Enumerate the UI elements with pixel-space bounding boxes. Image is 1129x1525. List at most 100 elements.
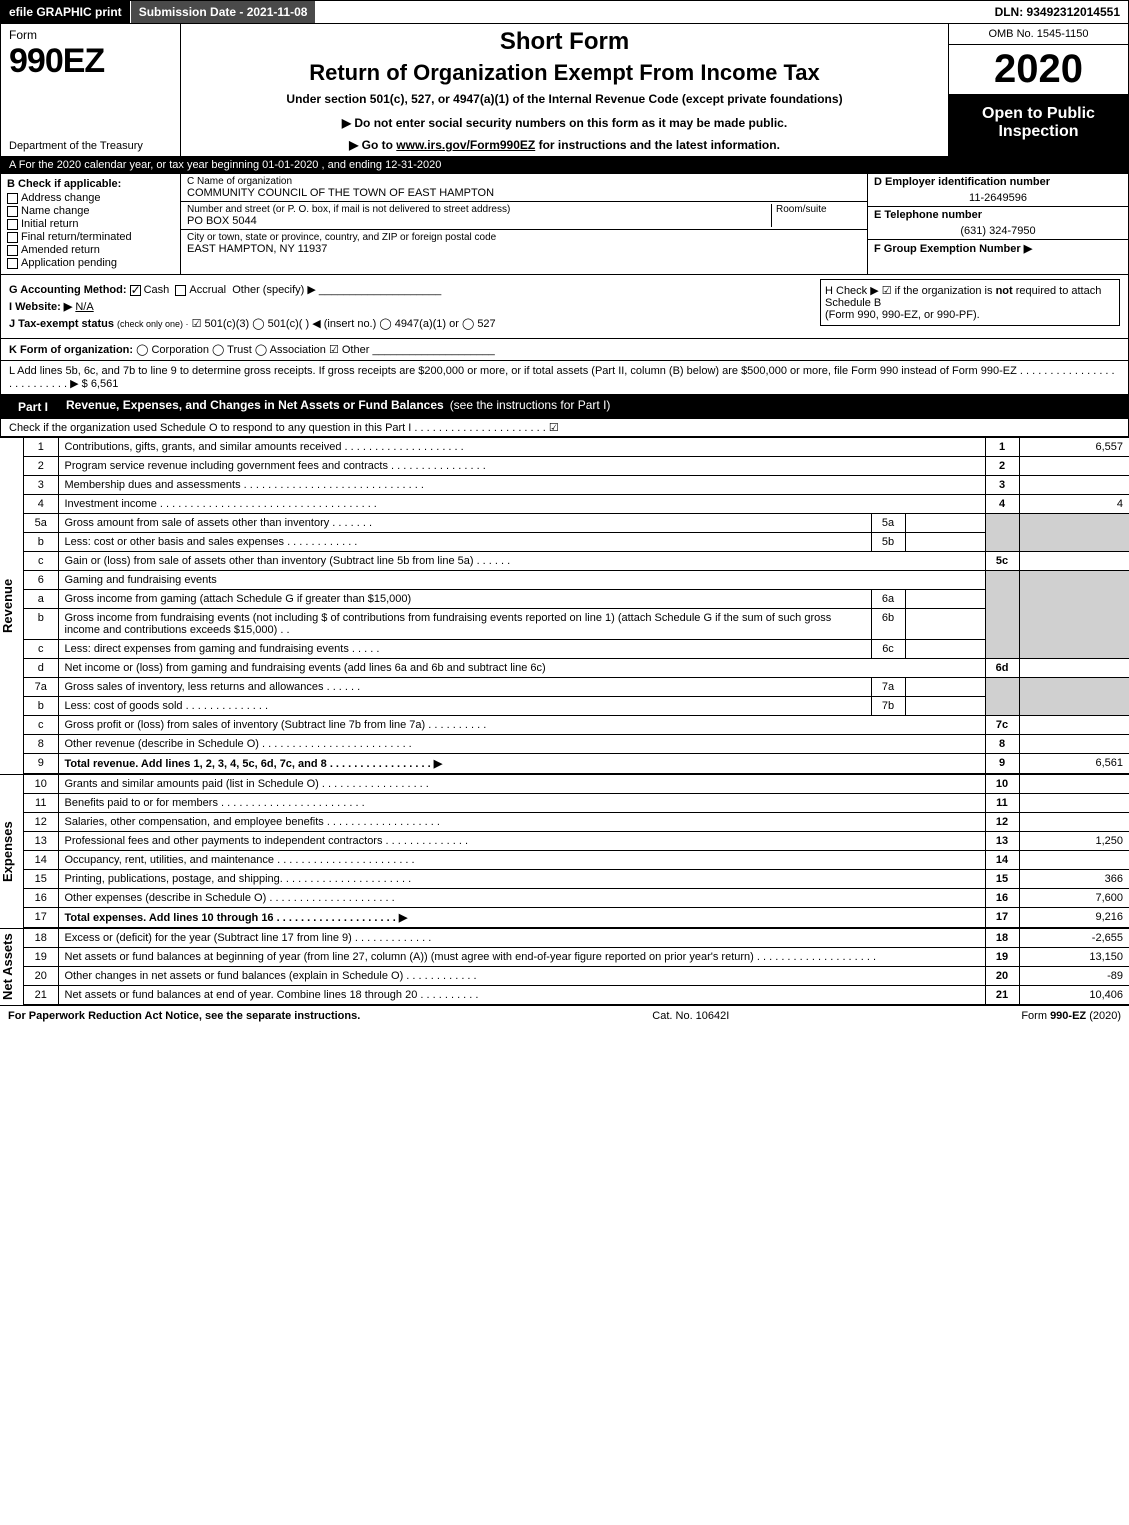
l12-amt bbox=[1019, 813, 1129, 832]
l11-amt bbox=[1019, 794, 1129, 813]
efile-print-button[interactable]: efile GRAPHIC print bbox=[1, 1, 131, 23]
org-city: EAST HAMPTON, NY 11937 bbox=[187, 243, 861, 255]
goto-pre: ▶ Go to bbox=[349, 138, 396, 152]
chk-initial-return[interactable]: Initial return bbox=[7, 218, 174, 230]
l6b-shade bbox=[985, 609, 1019, 640]
l6d-num: d bbox=[24, 659, 58, 678]
g-cash: Cash bbox=[144, 284, 170, 296]
expenses-side-label: Expenses bbox=[0, 774, 24, 928]
l13-amt: 1,250 bbox=[1019, 832, 1129, 851]
l12-ref: 12 bbox=[985, 813, 1019, 832]
l3-ref: 3 bbox=[985, 476, 1019, 495]
l8-ref: 8 bbox=[985, 735, 1019, 754]
l6b-val bbox=[905, 609, 985, 640]
section-bcdef: B Check if applicable: Address change Na… bbox=[0, 174, 1129, 275]
l21-ref: 21 bbox=[985, 986, 1019, 1005]
form-header: Form 990EZ Department of the Treasury Sh… bbox=[0, 24, 1129, 157]
form-header-right: OMB No. 1545-1150 2020 Open to Public In… bbox=[948, 24, 1128, 156]
i-label: I Website: ▶ bbox=[9, 301, 72, 313]
org-name: COMMUNITY COUNCIL OF THE TOWN OF EAST HA… bbox=[187, 187, 861, 199]
l7b-num: b bbox=[24, 697, 58, 716]
submission-date-button[interactable]: Submission Date - 2021-11-08 bbox=[131, 1, 317, 23]
k-label: K Form of organization: bbox=[9, 344, 133, 356]
open-to-public: Open to Public Inspection bbox=[949, 95, 1128, 156]
room-suite-label: Room/suite bbox=[776, 204, 861, 215]
l5c-amt bbox=[1019, 552, 1129, 571]
form-number: 990EZ bbox=[9, 42, 104, 80]
l6a-num: a bbox=[24, 590, 58, 609]
chk-final-return[interactable]: Final return/terminated bbox=[7, 231, 174, 243]
l5c-num: c bbox=[24, 552, 58, 571]
l6c-val bbox=[905, 640, 985, 659]
top-bar: efile GRAPHIC print Submission Date - 20… bbox=[0, 0, 1129, 24]
g-accrual-check[interactable] bbox=[175, 285, 186, 296]
l19-ref: 19 bbox=[985, 948, 1019, 967]
l6c-mini: 6c bbox=[871, 640, 905, 659]
l5c-ref: 5c bbox=[985, 552, 1019, 571]
h-text1: H Check ▶ ☑ if the organization is bbox=[825, 285, 996, 297]
l7c-ref: 7c bbox=[985, 716, 1019, 735]
l20-desc: Other changes in net assets or fund bala… bbox=[58, 967, 985, 986]
l11-ref: 11 bbox=[985, 794, 1019, 813]
short-form-title: Short Form bbox=[189, 28, 940, 56]
chk-address-change[interactable]: Address change bbox=[7, 192, 174, 204]
g-cash-check[interactable] bbox=[130, 285, 141, 296]
l6d-amt bbox=[1019, 659, 1129, 678]
l6a-shade bbox=[985, 590, 1019, 609]
i-value: N/A bbox=[75, 301, 93, 313]
l8-desc: Other revenue (describe in Schedule O) .… bbox=[58, 735, 985, 754]
l10-amt bbox=[1019, 775, 1129, 794]
l16-amt: 7,600 bbox=[1019, 889, 1129, 908]
subtitle-goto: ▶ Go to www.irs.gov/Form990EZ for instru… bbox=[189, 138, 940, 152]
chk-amended-return[interactable]: Amended return bbox=[7, 244, 174, 256]
l8-amt bbox=[1019, 735, 1129, 754]
l5a-amt-shade bbox=[1019, 514, 1129, 533]
l7a-mini: 7a bbox=[871, 678, 905, 697]
l10-num: 10 bbox=[24, 775, 58, 794]
l1-amt: 6,557 bbox=[1019, 438, 1129, 457]
chk-name-change[interactable]: Name change bbox=[7, 205, 174, 217]
omb-number: OMB No. 1545-1150 bbox=[949, 24, 1128, 45]
l18-ref: 18 bbox=[985, 929, 1019, 948]
l6c-amt-shade bbox=[1019, 640, 1129, 659]
l6a-mini: 6a bbox=[871, 590, 905, 609]
l5b-desc: Less: cost or other basis and sales expe… bbox=[58, 533, 871, 552]
section-b-header: B Check if applicable: bbox=[7, 178, 174, 190]
l4-ref: 4 bbox=[985, 495, 1019, 514]
footer-left: For Paperwork Reduction Act Notice, see … bbox=[8, 1010, 360, 1022]
l10-ref: 10 bbox=[985, 775, 1019, 794]
h-not: not bbox=[996, 285, 1013, 297]
l5b-amt-shade bbox=[1019, 533, 1129, 552]
irs-link[interactable]: www.irs.gov/Form990EZ bbox=[396, 138, 535, 152]
row-a-tax-year: A For the 2020 calendar year, or tax yea… bbox=[0, 157, 1129, 174]
tax-year: 2020 bbox=[949, 45, 1128, 95]
l16-desc: Other expenses (describe in Schedule O) … bbox=[58, 889, 985, 908]
l20-ref: 20 bbox=[985, 967, 1019, 986]
l3-amt bbox=[1019, 476, 1129, 495]
chk-application-pending[interactable]: Application pending bbox=[7, 257, 174, 269]
l21-num: 21 bbox=[24, 986, 58, 1005]
l18-desc: Excess or (deficit) for the year (Subtra… bbox=[58, 929, 985, 948]
l11-desc: Benefits paid to or for members . . . . … bbox=[58, 794, 985, 813]
l5a-num: 5a bbox=[24, 514, 58, 533]
l4-desc: Investment income . . . . . . . . . . . … bbox=[58, 495, 985, 514]
d-ein-value: 11-2649596 bbox=[868, 190, 1128, 207]
l21-desc: Net assets or fund balances at end of ye… bbox=[58, 986, 985, 1005]
l14-num: 14 bbox=[24, 851, 58, 870]
d-ein-label: D Employer identification number bbox=[868, 174, 1128, 190]
l6-num: 6 bbox=[24, 571, 58, 590]
l15-ref: 15 bbox=[985, 870, 1019, 889]
subtitle-ssn-warning: ▶ Do not enter social security numbers o… bbox=[189, 116, 940, 130]
l4-num: 4 bbox=[24, 495, 58, 514]
form-header-left: Form 990EZ Department of the Treasury bbox=[1, 24, 181, 156]
l5a-desc: Gross amount from sale of assets other t… bbox=[58, 514, 871, 533]
revenue-side-label: Revenue bbox=[0, 437, 24, 774]
subtitle-section: Under section 501(c), 527, or 4947(a)(1)… bbox=[189, 92, 940, 106]
netassets-table: 18Excess or (deficit) for the year (Subt… bbox=[24, 928, 1129, 1005]
l9-ref: 9 bbox=[985, 754, 1019, 774]
l19-num: 19 bbox=[24, 948, 58, 967]
c-city-label: City or town, state or province, country… bbox=[187, 232, 861, 243]
g-other: Other (specify) ▶ bbox=[232, 284, 316, 296]
c-addr-label: Number and street (or P. O. box, if mail… bbox=[187, 204, 771, 215]
netassets-side-label: Net Assets bbox=[0, 928, 24, 1005]
